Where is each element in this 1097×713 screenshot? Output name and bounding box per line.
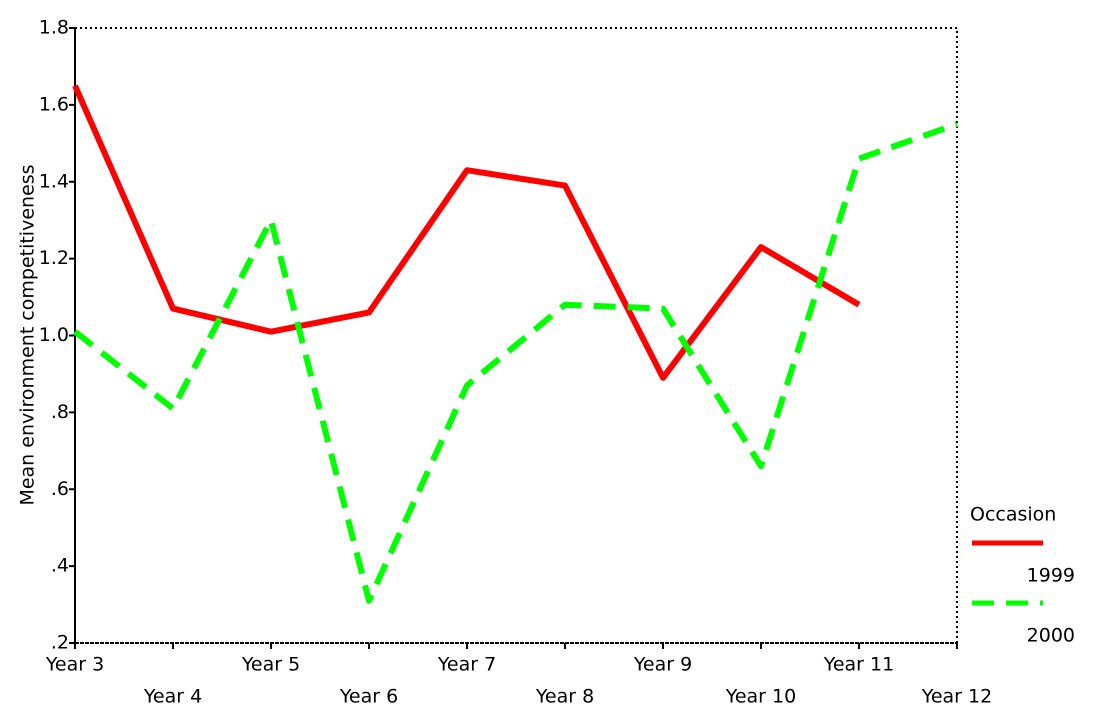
x-tick-label: Year 3 <box>45 654 104 676</box>
y-tick-label: 1.0 <box>39 324 69 346</box>
legend-label: 1999 <box>1027 565 1075 587</box>
x-tick-label: Year 8 <box>535 686 594 708</box>
x-tick-label: Year 5 <box>241 654 300 676</box>
legend-title: Occasion <box>970 504 1056 526</box>
y-tick-label: .2 <box>51 632 69 654</box>
x-tick-label: Year 10 <box>725 686 796 708</box>
y-tick-label: 1.6 <box>39 93 69 115</box>
x-tick-label: Year 12 <box>921 686 992 708</box>
y-tick-label: 1.8 <box>39 17 69 39</box>
series-line <box>72 84 861 381</box>
y-tick-label: .8 <box>51 401 69 423</box>
series-line <box>73 121 958 604</box>
x-tick-label: Year 4 <box>143 686 202 708</box>
x-tick-label: Year 6 <box>339 686 398 708</box>
x-tick-label: Year 11 <box>823 654 894 676</box>
x-tick-label: Year 9 <box>633 654 692 676</box>
legend-label: 2000 <box>1027 625 1075 647</box>
x-tick-label: Year 7 <box>437 654 496 676</box>
y-tick-label: .6 <box>51 478 69 500</box>
y-tick-label: 1.2 <box>39 247 69 269</box>
y-tick-label: .4 <box>51 555 69 577</box>
y-tick-label: 1.4 <box>39 170 69 192</box>
y-axis-title: Mean environment competitiveness <box>17 164 39 505</box>
plot-frame <box>74 27 958 644</box>
